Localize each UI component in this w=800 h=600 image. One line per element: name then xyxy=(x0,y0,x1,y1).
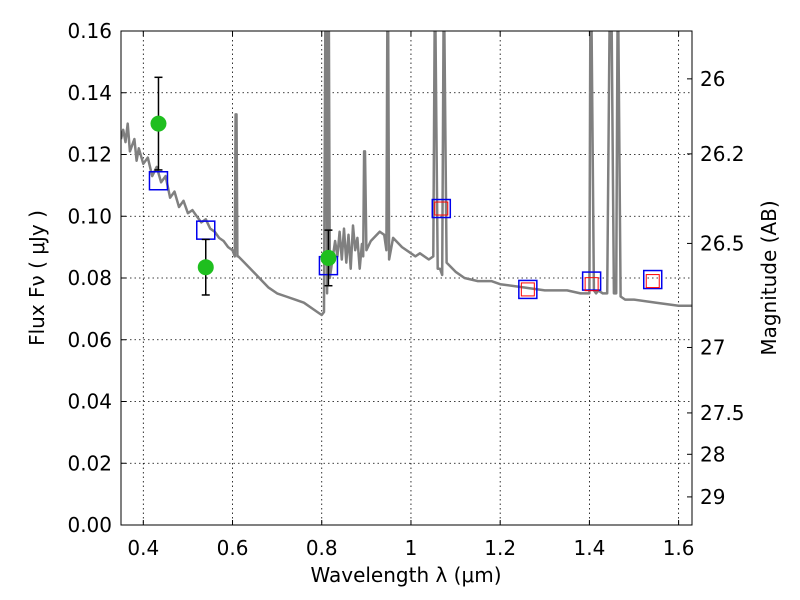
predicted-photometry-marker xyxy=(645,274,660,289)
model-photometry-marker xyxy=(148,170,169,191)
observed-point xyxy=(320,249,337,266)
y-tick-label: 0.00 xyxy=(67,513,112,537)
y2-tick-label: 26.5 xyxy=(700,231,745,255)
y-tick-label: 0.16 xyxy=(67,19,112,43)
model-photometry-marker xyxy=(518,279,538,300)
x-tick-label: 0.6 xyxy=(217,536,249,560)
axis-ticks: 0.4 0.6 0.8 1 1.2 1.4 1.6 0.00 0.02 0.04 0.06 0.08 0… xyxy=(67,19,744,560)
observed-point xyxy=(197,259,214,276)
y2-tick-label: 26 xyxy=(700,67,725,91)
y2-tick-label: 27.5 xyxy=(700,401,745,425)
sed-model-line xyxy=(121,31,692,317)
y2-tick-label: 28 xyxy=(700,442,725,466)
y2-axis-title: Magnitude (AB) xyxy=(757,200,781,355)
plot-data xyxy=(121,31,692,317)
x-tick-label: 0.8 xyxy=(306,536,338,560)
y-tick-label: 0.06 xyxy=(67,328,112,352)
y2-tick-label: 27 xyxy=(700,335,725,359)
y-axis-title: Flux Fν ( μJy ) xyxy=(25,210,49,346)
model-photometry-marker xyxy=(431,198,452,219)
x-tick-label: 1.4 xyxy=(573,536,605,560)
y-tick-label: 0.02 xyxy=(67,451,112,475)
y-tick-label: 0.12 xyxy=(67,143,112,167)
x-tick-label: 1.6 xyxy=(663,536,695,560)
y2-tick-label: 29 xyxy=(700,485,725,509)
y-tick-label: 0.08 xyxy=(67,266,112,290)
y-tick-label: 0.10 xyxy=(67,204,112,228)
predicted-photometry-marker xyxy=(584,277,599,292)
y2-tick-label: 26.2 xyxy=(700,142,745,166)
x-tick-label: 0.4 xyxy=(127,536,159,560)
model-photometry-marker xyxy=(642,269,663,290)
predicted-photometry-marker xyxy=(520,282,535,297)
x-axis-title: Wavelength λ (μm) xyxy=(310,563,501,587)
observed-point xyxy=(150,115,167,132)
model-photometry-marker xyxy=(581,271,602,291)
predicted-photometry-marker xyxy=(434,201,449,216)
x-tick-label: 1.2 xyxy=(484,536,516,560)
x-tick-label: 1 xyxy=(405,536,418,560)
y-tick-label: 0.04 xyxy=(67,390,112,414)
y-tick-label: 0.14 xyxy=(67,81,112,105)
